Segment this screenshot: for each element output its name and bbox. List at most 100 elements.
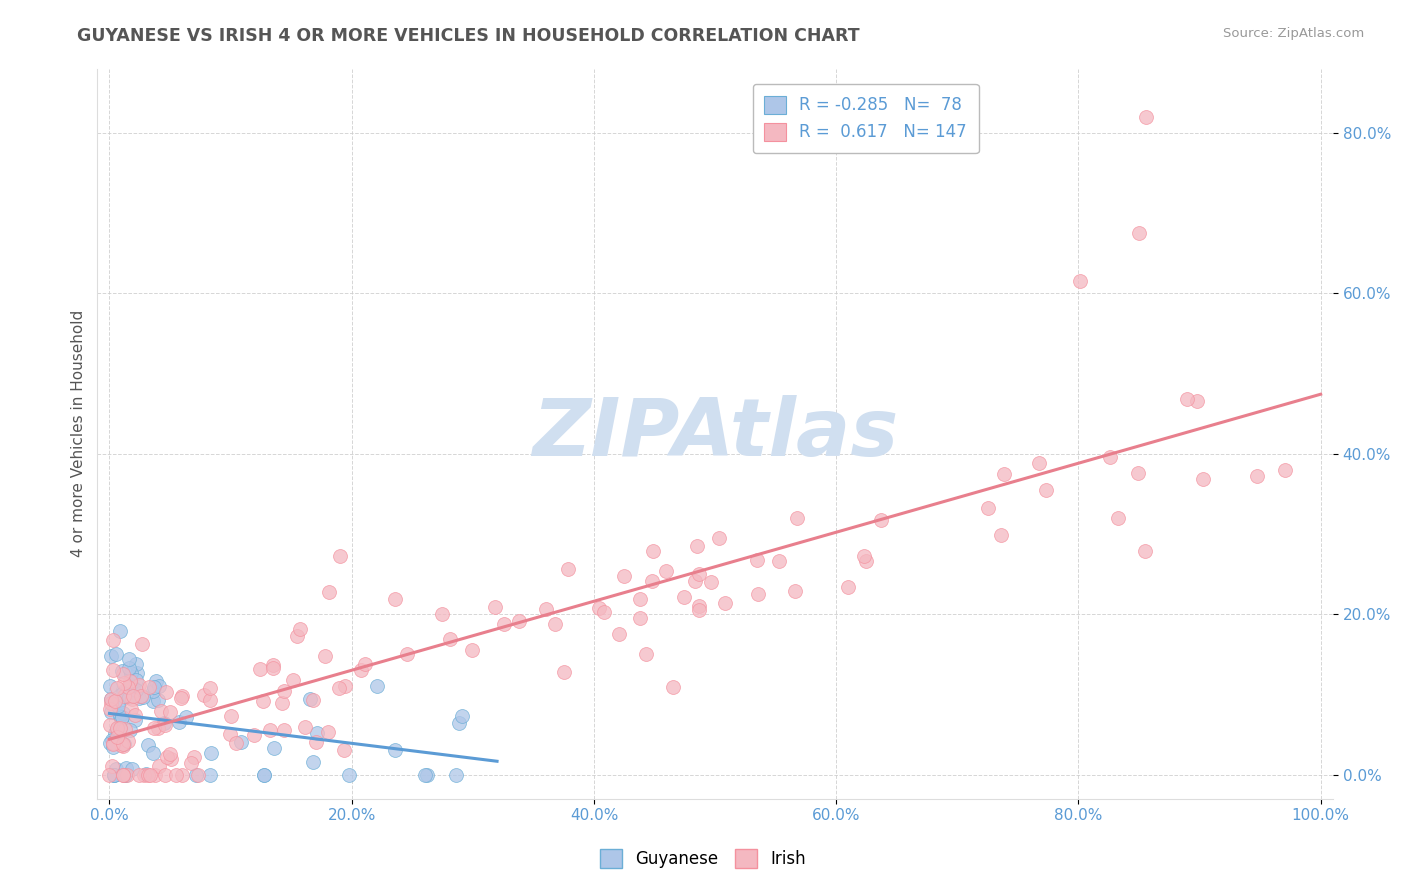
Point bbox=[105, 681, 128, 695]
Point bbox=[451, 709, 474, 723]
Point bbox=[683, 574, 706, 588]
Point bbox=[125, 673, 148, 688]
Point bbox=[142, 746, 165, 760]
Point bbox=[366, 679, 388, 693]
Point bbox=[167, 714, 190, 729]
Point bbox=[98, 679, 121, 693]
Point bbox=[1128, 226, 1150, 240]
Point bbox=[714, 596, 737, 610]
Point bbox=[101, 632, 124, 647]
Point bbox=[142, 694, 165, 708]
Legend: R = -0.285   N=  78, R =  0.617   N= 147: R = -0.285 N= 78, R = 0.617 N= 147 bbox=[752, 84, 979, 153]
Point bbox=[148, 758, 170, 772]
Point bbox=[184, 767, 207, 781]
Point bbox=[688, 603, 710, 617]
Legend: Guyanese, Irish: Guyanese, Irish bbox=[593, 843, 813, 875]
Point bbox=[484, 600, 506, 615]
Point bbox=[688, 566, 710, 581]
Point bbox=[146, 693, 169, 707]
Point bbox=[654, 564, 676, 578]
Point bbox=[118, 677, 141, 691]
Point bbox=[328, 681, 350, 695]
Point bbox=[305, 734, 328, 748]
Point bbox=[384, 743, 406, 757]
Point bbox=[273, 723, 295, 738]
Point bbox=[118, 723, 141, 738]
Point bbox=[187, 767, 209, 781]
Y-axis label: 4 or more Vehicles in Household: 4 or more Vehicles in Household bbox=[72, 310, 86, 558]
Point bbox=[416, 767, 439, 781]
Point bbox=[108, 624, 131, 639]
Point bbox=[153, 718, 176, 732]
Point bbox=[128, 690, 150, 705]
Point bbox=[747, 587, 769, 601]
Point bbox=[100, 691, 122, 706]
Point bbox=[288, 622, 311, 636]
Point bbox=[112, 737, 135, 751]
Point bbox=[853, 549, 876, 563]
Point bbox=[172, 767, 194, 781]
Point bbox=[700, 574, 723, 589]
Point bbox=[129, 690, 152, 704]
Point bbox=[354, 657, 377, 672]
Point bbox=[508, 615, 530, 629]
Point bbox=[125, 665, 148, 680]
Point bbox=[108, 722, 131, 736]
Point bbox=[115, 767, 138, 781]
Point bbox=[128, 767, 150, 781]
Point bbox=[299, 691, 322, 706]
Point bbox=[870, 513, 893, 527]
Point bbox=[553, 665, 575, 679]
Point bbox=[114, 767, 136, 781]
Point bbox=[301, 693, 323, 707]
Point bbox=[384, 591, 406, 606]
Point bbox=[124, 713, 146, 727]
Point bbox=[339, 767, 361, 781]
Point bbox=[262, 657, 284, 672]
Point bbox=[686, 539, 709, 553]
Point bbox=[249, 662, 271, 676]
Point bbox=[641, 574, 664, 589]
Point bbox=[111, 667, 134, 681]
Point bbox=[1185, 394, 1208, 409]
Point bbox=[111, 739, 134, 754]
Point bbox=[198, 767, 221, 781]
Point bbox=[1098, 450, 1121, 464]
Point bbox=[200, 746, 222, 760]
Point bbox=[153, 767, 176, 781]
Point bbox=[121, 690, 143, 704]
Point bbox=[159, 747, 181, 762]
Point bbox=[111, 687, 134, 701]
Point bbox=[142, 684, 165, 698]
Point bbox=[219, 727, 242, 741]
Point bbox=[100, 692, 122, 706]
Point bbox=[135, 766, 157, 780]
Point bbox=[1175, 392, 1198, 406]
Point bbox=[1135, 110, 1157, 124]
Point bbox=[104, 762, 127, 776]
Point bbox=[107, 698, 129, 713]
Point bbox=[159, 705, 181, 719]
Point bbox=[1192, 472, 1215, 486]
Point bbox=[252, 767, 274, 781]
Point bbox=[281, 673, 304, 687]
Point bbox=[783, 583, 806, 598]
Point bbox=[105, 647, 128, 661]
Point bbox=[294, 720, 316, 734]
Point bbox=[628, 611, 651, 625]
Point bbox=[101, 733, 124, 747]
Point bbox=[125, 682, 148, 697]
Point bbox=[105, 721, 128, 735]
Point bbox=[333, 743, 356, 757]
Point bbox=[492, 617, 515, 632]
Point bbox=[1035, 483, 1057, 497]
Point bbox=[118, 690, 141, 705]
Point bbox=[1107, 511, 1129, 525]
Point bbox=[1126, 466, 1149, 480]
Point bbox=[318, 584, 340, 599]
Point bbox=[132, 767, 155, 781]
Point bbox=[110, 735, 132, 749]
Point bbox=[124, 708, 146, 723]
Point bbox=[128, 678, 150, 692]
Point bbox=[183, 750, 205, 764]
